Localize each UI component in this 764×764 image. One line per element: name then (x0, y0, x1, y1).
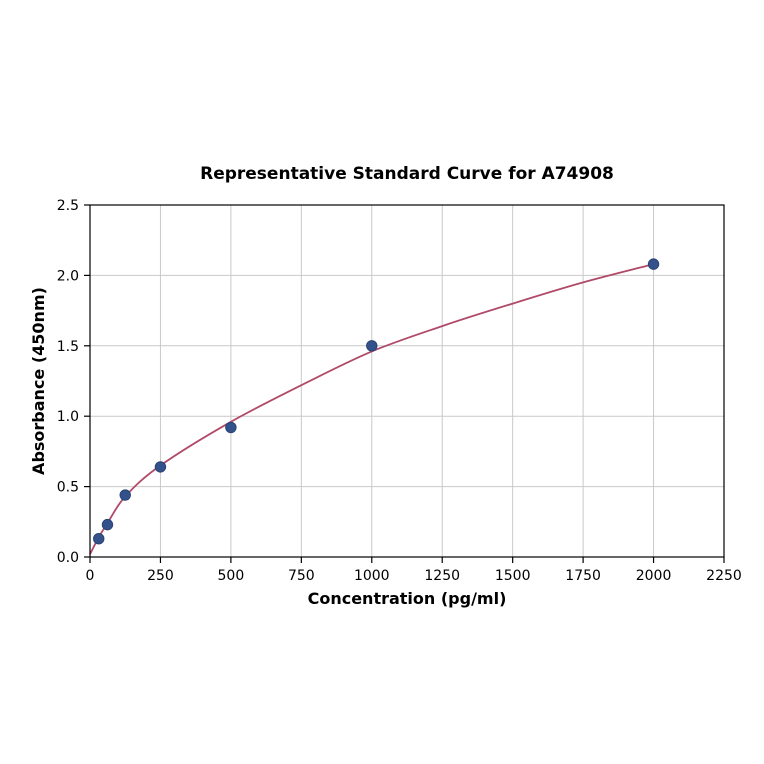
x-tick-label: 0 (86, 568, 95, 584)
x-tick-label: 500 (218, 568, 245, 584)
data-point (119, 489, 131, 501)
y-tick-label: 1.0 (57, 409, 79, 425)
y-tick-label: 0.5 (57, 480, 79, 496)
y-tick-label: 2.5 (57, 198, 79, 214)
tick-labels-layer: 0 250 500 750 1000 1250 1500 1750 2000 2250 0.0 0.5… (57, 198, 742, 584)
x-tick-label: 2250 (706, 568, 742, 584)
y-axis-label: Absorbance (450nm) (29, 287, 48, 475)
x-tick-label: 250 (147, 568, 174, 584)
y-tick-label: 1.5 (57, 339, 79, 355)
data-point (101, 518, 114, 531)
x-tick-label: 1500 (495, 568, 531, 584)
plot-frame (89, 204, 725, 558)
grid-lines (89, 204, 725, 558)
data-layer (89, 258, 660, 555)
x-tick-label: 1000 (354, 568, 390, 584)
data-point (93, 532, 105, 545)
data-point (225, 421, 237, 434)
data-point (647, 258, 660, 270)
x-tick-label: 1750 (565, 568, 601, 584)
chart-title: Representative Standard Curve for A74908 (200, 164, 614, 184)
data-point (366, 340, 378, 352)
axes-layer (84, 204, 725, 563)
x-tick-label: 1250 (424, 568, 460, 584)
data-point (154, 461, 167, 473)
y-tick-label: 2.0 (57, 268, 79, 284)
x-tick-label: 2000 (636, 568, 672, 584)
x-tick-label: 750 (288, 568, 315, 584)
x-axis-label: Concentration (pg/ml) (308, 589, 507, 608)
y-tick-label: 0.0 (57, 550, 79, 566)
